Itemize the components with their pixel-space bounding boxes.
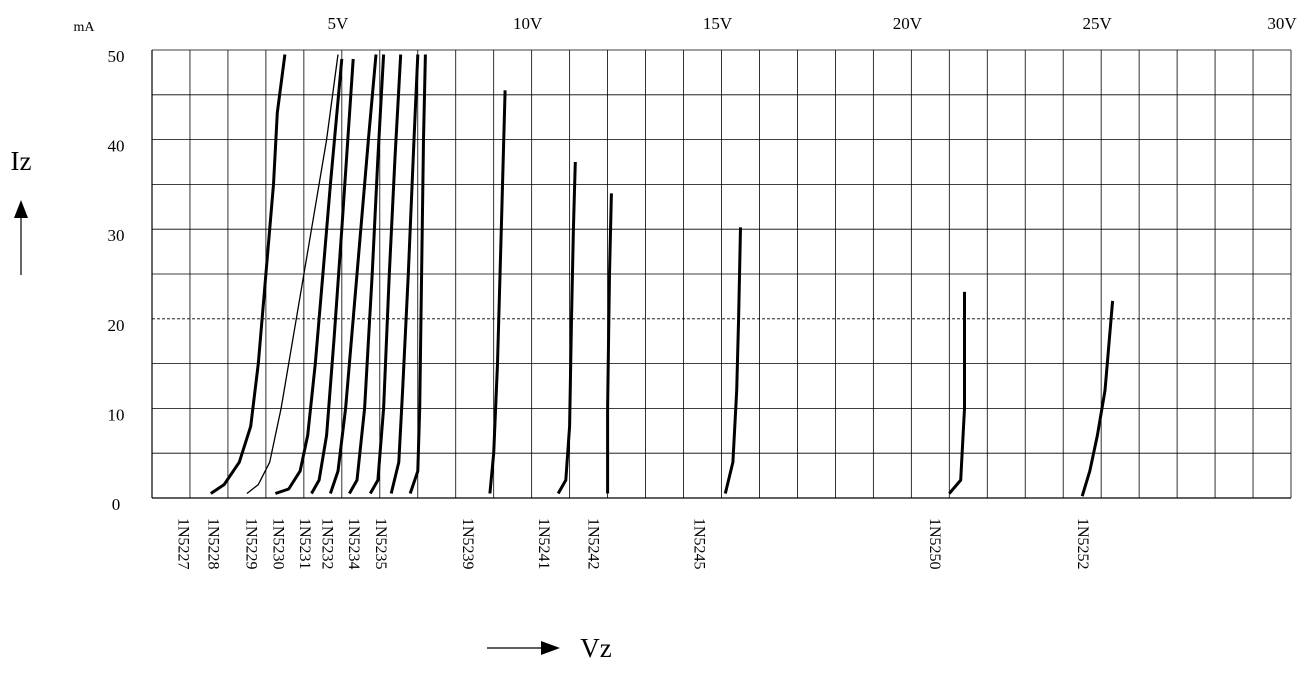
x-tick-label: 10V	[513, 14, 543, 33]
y-unit-label: mA	[74, 20, 96, 35]
part-label: 1N5241	[535, 518, 552, 570]
part-label: 1N5235	[372, 518, 389, 570]
zener-curve-5	[328, 54, 378, 494]
y-tick-labels: 0 10 20 30 40 50	[108, 47, 125, 514]
zener-curve-3	[274, 58, 344, 495]
part-label: 1N5230	[269, 518, 286, 570]
curves-group	[209, 54, 1115, 497]
y-tick-label: 40	[108, 137, 125, 156]
part-label: 1N5227	[174, 518, 191, 570]
part-number-labels: 1N5227 1N5228 1N5229 1N5230 1N5231 1N5232 1N52…	[174, 518, 1091, 570]
part-label: 1N5245	[691, 518, 708, 570]
zener-curve-11	[556, 161, 577, 495]
zener-curve-8	[389, 54, 420, 494]
y-axis-arrow	[14, 200, 28, 275]
zener-curve-4	[310, 58, 355, 495]
y-tick-label: 10	[108, 405, 125, 424]
zener-curve-7	[368, 54, 403, 495]
part-label: 1N5242	[584, 518, 601, 570]
part-label: 1N5229	[243, 518, 260, 570]
zener-curve-13	[723, 227, 742, 494]
part-label: 1N5234	[345, 518, 362, 570]
x-tick-label: 25V	[1083, 14, 1113, 33]
zener-curve-10	[488, 90, 507, 494]
zener-curve-2	[246, 54, 339, 495]
y-axis-title: Iz	[11, 146, 32, 176]
x-tick-labels: 5V 10V 15V 20V 25V 30V	[327, 14, 1297, 33]
x-tick-label: 15V	[703, 14, 733, 33]
zener-curve-15	[1080, 300, 1115, 497]
x-axis-arrow	[487, 641, 560, 655]
zener-curve-9	[408, 54, 427, 494]
x-tick-label: 5V	[327, 14, 349, 33]
zener-curve-1	[209, 54, 287, 495]
y-tick-label: 0	[112, 495, 121, 514]
part-label: 1N5231	[296, 518, 313, 570]
part-label: 1N5250	[926, 518, 943, 570]
x-tick-label: 20V	[893, 14, 923, 33]
chart-grid	[151, 49, 1292, 499]
zener-curve-6	[348, 54, 386, 495]
part-label: 1N5252	[1074, 518, 1091, 570]
part-label: 1N5232	[319, 518, 336, 570]
x-tick-label: 30V	[1267, 14, 1297, 33]
x-axis-title: Vz	[580, 633, 611, 663]
zener-curve-12	[606, 193, 613, 494]
y-tick-label: 20	[108, 316, 125, 335]
y-tick-label: 50	[108, 47, 125, 66]
part-label: 1N5228	[205, 518, 222, 570]
y-tick-label: 30	[108, 226, 125, 245]
part-label: 1N5239	[459, 518, 476, 570]
zener-curve-14	[948, 291, 966, 495]
